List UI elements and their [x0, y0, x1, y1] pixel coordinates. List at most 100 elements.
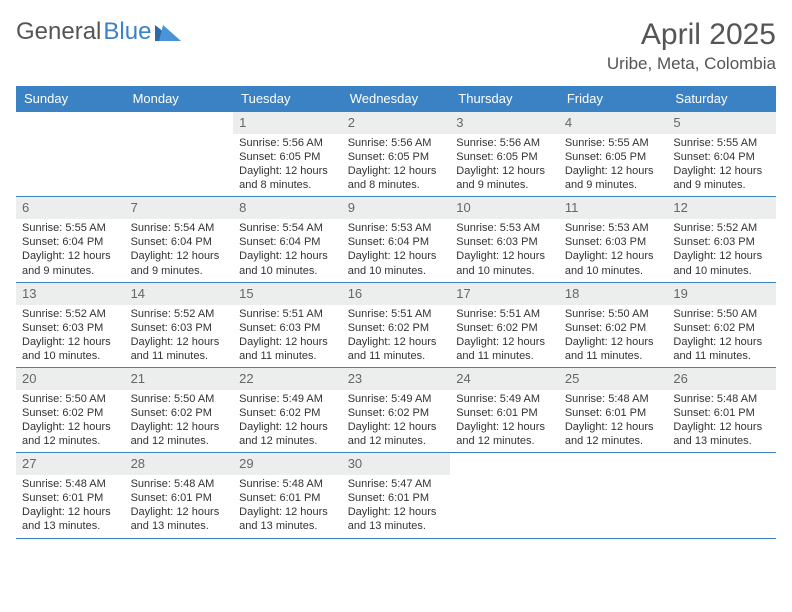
calendar: Sunday Monday Tuesday Wednesday Thursday… [16, 86, 776, 539]
sunset-text: Sunset: 6:03 PM [131, 321, 228, 335]
cell-body [16, 116, 125, 122]
sunrise-text: Sunrise: 5:50 AM [565, 307, 662, 321]
day-number: 21 [131, 371, 145, 386]
cell-body: Sunrise: 5:48 AMSunset: 6:01 PMDaylight:… [559, 390, 668, 452]
page-header: GeneralBlue April 2025 Uribe, Meta, Colo… [16, 18, 776, 74]
calendar-cell: 22Sunrise: 5:49 AMSunset: 6:02 PMDayligh… [233, 368, 342, 452]
sunset-text: Sunset: 6:04 PM [22, 235, 119, 249]
dow-thursday: Thursday [450, 86, 559, 112]
day-number-bar: 3 [450, 112, 559, 134]
daylight-text: Daylight: 12 hours and 10 minutes. [348, 249, 445, 277]
calendar-cell: 5Sunrise: 5:55 AMSunset: 6:04 PMDaylight… [667, 112, 776, 196]
cell-body: Sunrise: 5:50 AMSunset: 6:02 PMDaylight:… [667, 305, 776, 367]
sunrise-text: Sunrise: 5:51 AM [239, 307, 336, 321]
cell-body: Sunrise: 5:55 AMSunset: 6:04 PMDaylight:… [667, 134, 776, 196]
sunrise-text: Sunrise: 5:48 AM [565, 392, 662, 406]
week-row: 20Sunrise: 5:50 AMSunset: 6:02 PMDayligh… [16, 368, 776, 453]
cell-body [450, 457, 559, 463]
daylight-text: Daylight: 12 hours and 10 minutes. [565, 249, 662, 277]
sunset-text: Sunset: 6:02 PM [456, 321, 553, 335]
sunrise-text: Sunrise: 5:56 AM [456, 136, 553, 150]
day-number-bar: 15 [233, 283, 342, 305]
day-number-bar: 27 [16, 453, 125, 475]
daylight-text: Daylight: 12 hours and 8 minutes. [239, 164, 336, 192]
logo-text-1: General [16, 18, 101, 46]
sunrise-text: Sunrise: 5:48 AM [673, 392, 770, 406]
sunrise-text: Sunrise: 5:50 AM [673, 307, 770, 321]
day-number-bar: 7 [125, 197, 234, 219]
sunrise-text: Sunrise: 5:56 AM [348, 136, 445, 150]
sunset-text: Sunset: 6:03 PM [22, 321, 119, 335]
cell-body: Sunrise: 5:51 AMSunset: 6:02 PMDaylight:… [450, 305, 559, 367]
sunrise-text: Sunrise: 5:53 AM [348, 221, 445, 235]
sunrise-text: Sunrise: 5:50 AM [22, 392, 119, 406]
sunset-text: Sunset: 6:04 PM [673, 150, 770, 164]
day-number-bar: 10 [450, 197, 559, 219]
dow-monday: Monday [125, 86, 234, 112]
cell-body: Sunrise: 5:55 AMSunset: 6:05 PMDaylight:… [559, 134, 668, 196]
daylight-text: Daylight: 12 hours and 9 minutes. [673, 164, 770, 192]
cell-body: Sunrise: 5:48 AMSunset: 6:01 PMDaylight:… [16, 475, 125, 537]
day-number-bar: 23 [342, 368, 451, 390]
sunrise-text: Sunrise: 5:47 AM [348, 477, 445, 491]
sunrise-text: Sunrise: 5:55 AM [22, 221, 119, 235]
cell-body: Sunrise: 5:56 AMSunset: 6:05 PMDaylight:… [450, 134, 559, 196]
dow-sunday: Sunday [16, 86, 125, 112]
day-number: 26 [673, 371, 687, 386]
daylight-text: Daylight: 12 hours and 13 minutes. [131, 505, 228, 533]
cell-body: Sunrise: 5:50 AMSunset: 6:02 PMDaylight:… [16, 390, 125, 452]
day-number: 24 [456, 371, 470, 386]
sunrise-text: Sunrise: 5:49 AM [239, 392, 336, 406]
cell-body: Sunrise: 5:56 AMSunset: 6:05 PMDaylight:… [233, 134, 342, 196]
logo: GeneralBlue [16, 18, 181, 46]
daylight-text: Daylight: 12 hours and 11 minutes. [239, 335, 336, 363]
dow-saturday: Saturday [667, 86, 776, 112]
cell-body: Sunrise: 5:52 AMSunset: 6:03 PMDaylight:… [125, 305, 234, 367]
day-number-bar: 29 [233, 453, 342, 475]
day-number: 7 [131, 200, 138, 215]
calendar-cell: 15Sunrise: 5:51 AMSunset: 6:03 PMDayligh… [233, 283, 342, 367]
sunset-text: Sunset: 6:02 PM [239, 406, 336, 420]
cell-body [667, 457, 776, 463]
month-title: April 2025 [607, 18, 776, 52]
sunset-text: Sunset: 6:01 PM [565, 406, 662, 420]
calendar-cell: 10Sunrise: 5:53 AMSunset: 6:03 PMDayligh… [450, 197, 559, 281]
calendar-cell: 25Sunrise: 5:48 AMSunset: 6:01 PMDayligh… [559, 368, 668, 452]
daylight-text: Daylight: 12 hours and 12 minutes. [131, 420, 228, 448]
day-number-bar: 9 [342, 197, 451, 219]
daylight-text: Daylight: 12 hours and 10 minutes. [239, 249, 336, 277]
day-number-bar: 28 [125, 453, 234, 475]
sunrise-text: Sunrise: 5:55 AM [673, 136, 770, 150]
day-number: 29 [239, 456, 253, 471]
day-number: 14 [131, 286, 145, 301]
calendar-cell: 21Sunrise: 5:50 AMSunset: 6:02 PMDayligh… [125, 368, 234, 452]
sunrise-text: Sunrise: 5:55 AM [565, 136, 662, 150]
calendar-cell: 4Sunrise: 5:55 AMSunset: 6:05 PMDaylight… [559, 112, 668, 196]
sunset-text: Sunset: 6:01 PM [348, 491, 445, 505]
calendar-cell: 2Sunrise: 5:56 AMSunset: 6:05 PMDaylight… [342, 112, 451, 196]
calendar-cell: 6Sunrise: 5:55 AMSunset: 6:04 PMDaylight… [16, 197, 125, 281]
calendar-cell: 16Sunrise: 5:51 AMSunset: 6:02 PMDayligh… [342, 283, 451, 367]
cell-body: Sunrise: 5:49 AMSunset: 6:02 PMDaylight:… [233, 390, 342, 452]
day-number-bar: 14 [125, 283, 234, 305]
day-number: 20 [22, 371, 36, 386]
sunrise-text: Sunrise: 5:52 AM [22, 307, 119, 321]
sunset-text: Sunset: 6:05 PM [456, 150, 553, 164]
day-number: 13 [22, 286, 36, 301]
logo-text-2: Blue [103, 18, 151, 46]
cell-body: Sunrise: 5:47 AMSunset: 6:01 PMDaylight:… [342, 475, 451, 537]
daylight-text: Daylight: 12 hours and 8 minutes. [348, 164, 445, 192]
day-number: 1 [239, 115, 246, 130]
week-row: 27Sunrise: 5:48 AMSunset: 6:01 PMDayligh… [16, 453, 776, 538]
daylight-text: Daylight: 12 hours and 11 minutes. [565, 335, 662, 363]
sunset-text: Sunset: 6:03 PM [456, 235, 553, 249]
sunset-text: Sunset: 6:02 PM [22, 406, 119, 420]
calendar-cell: 12Sunrise: 5:52 AMSunset: 6:03 PMDayligh… [667, 197, 776, 281]
daylight-text: Daylight: 12 hours and 12 minutes. [456, 420, 553, 448]
day-number-bar: 1 [233, 112, 342, 134]
calendar-cell: 24Sunrise: 5:49 AMSunset: 6:01 PMDayligh… [450, 368, 559, 452]
sunset-text: Sunset: 6:05 PM [239, 150, 336, 164]
daylight-text: Daylight: 12 hours and 13 minutes. [348, 505, 445, 533]
calendar-cell [125, 112, 234, 196]
sunrise-text: Sunrise: 5:56 AM [239, 136, 336, 150]
